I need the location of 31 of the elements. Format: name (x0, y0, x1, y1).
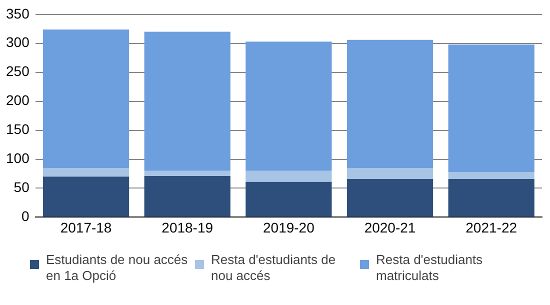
legend-label: Estudiants de nou accés en 1a Opció (46, 252, 189, 284)
bar (246, 42, 332, 171)
y-tick-label: 50 (14, 179, 30, 196)
bar (346, 178, 434, 217)
y-tick-label: 200 (6, 92, 30, 108)
bar (42, 29, 130, 168)
x-tick-label: 2020-21 (364, 219, 416, 236)
bar (144, 32, 230, 171)
x-tick-label: 2021-22 (466, 219, 518, 236)
legend-label: Resta d'estudiants matriculats (376, 252, 484, 284)
y-tick-label: 150 (6, 121, 30, 138)
bar (42, 168, 130, 177)
x-tick-label: 2018-19 (162, 219, 214, 236)
bar (246, 182, 332, 217)
y-tick-label: 100 (6, 150, 30, 166)
x-tick-label: 2017-18 (60, 219, 112, 236)
bar (42, 176, 130, 217)
bar (346, 40, 434, 168)
bar (346, 168, 434, 179)
y-tick-label: 0 (22, 208, 30, 224)
legend-label: Resta d'estudiants de nou accés (211, 252, 337, 284)
y-tick-label: 350 (6, 5, 30, 22)
bar (144, 176, 230, 217)
bar (448, 178, 534, 217)
bar (144, 170, 230, 176)
bar (448, 172, 534, 179)
x-tick-label: 2019-20 (262, 219, 315, 236)
bar (246, 170, 332, 182)
y-tick-label: 300 (6, 34, 30, 50)
y-tick-label: 250 (6, 63, 30, 80)
bar (448, 44, 534, 172)
